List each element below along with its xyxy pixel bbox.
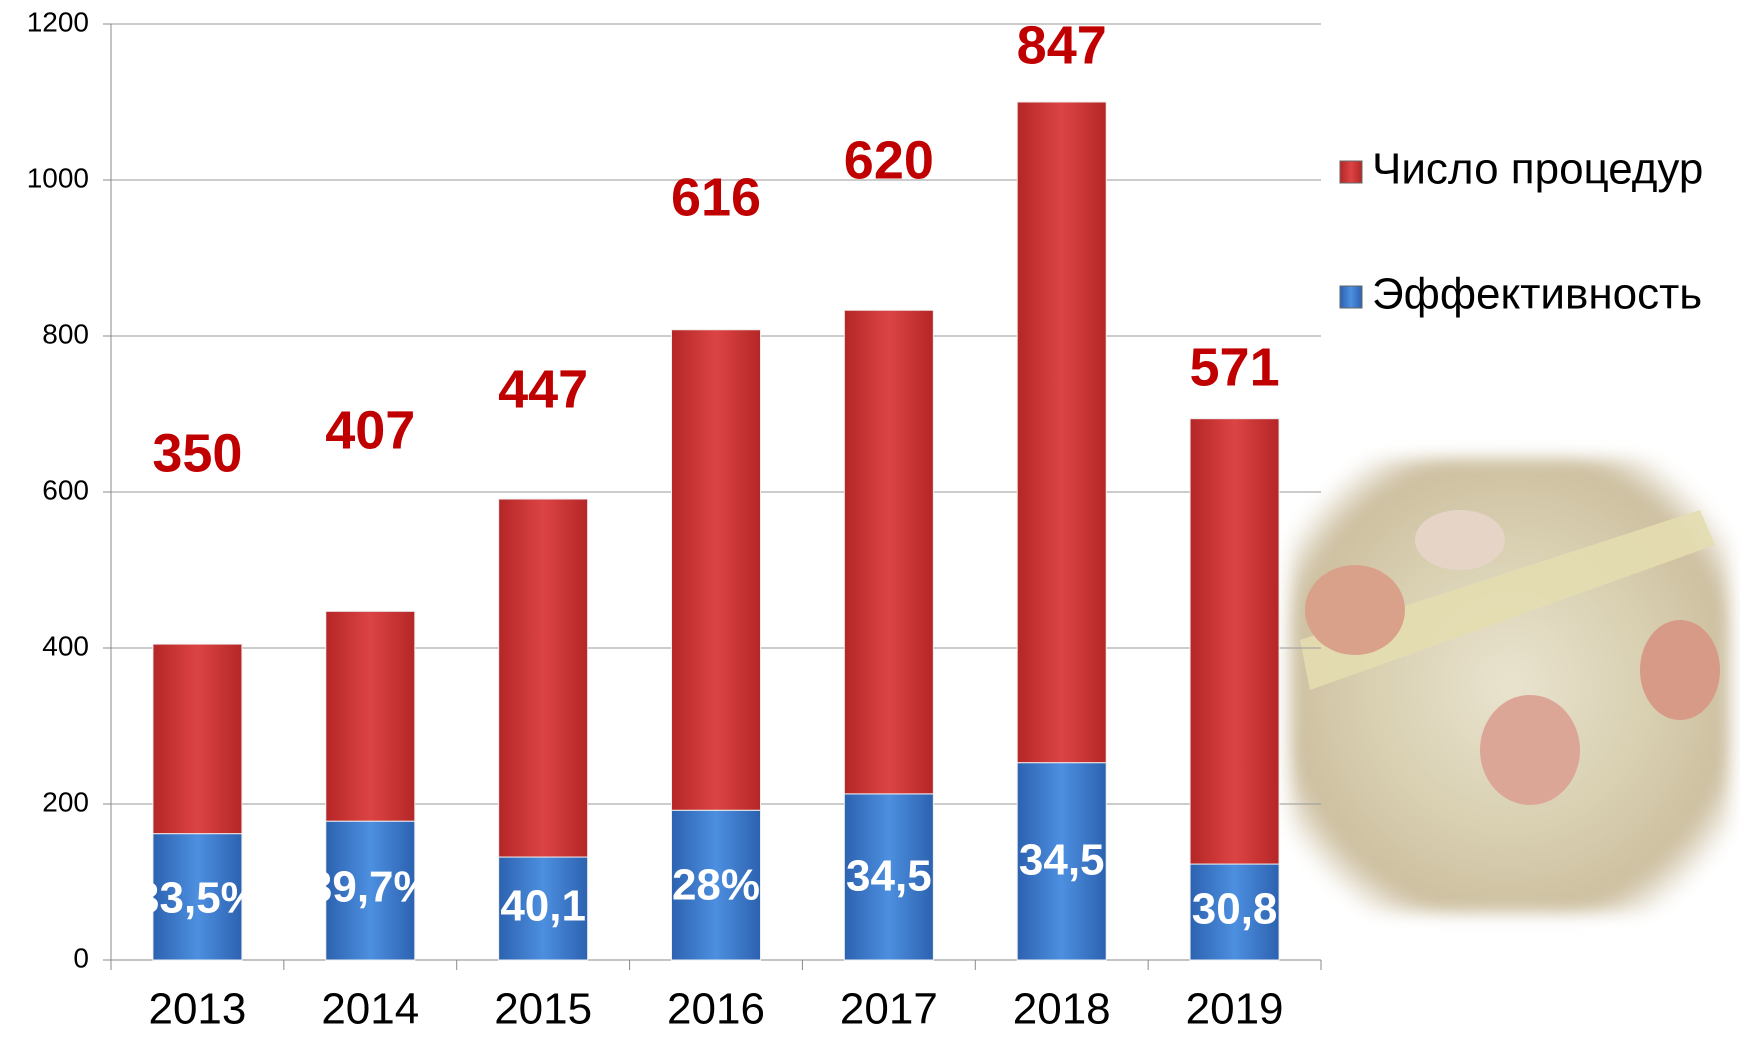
y-tick-label: 600 — [42, 474, 89, 505]
bar-segment — [1190, 419, 1279, 864]
data-label: 33,5% — [135, 874, 260, 923]
bar-segment — [844, 310, 933, 794]
photo — [1290, 458, 1730, 913]
data-label: 28% — [672, 861, 760, 910]
x-tick-label: 2018 — [1013, 985, 1111, 1034]
bar-segment — [672, 330, 761, 810]
legend-label: Число процедур — [1372, 145, 1703, 194]
x-tick-label: 2017 — [840, 985, 938, 1034]
data-label: 39,7% — [308, 863, 433, 912]
chart: 0 200 400 600 800 1000 1200 2013 33,5% 350 2014 39,… — [0, 0, 1740, 1040]
data-label: 447 — [498, 359, 588, 419]
x-tick-label: 2014 — [321, 985, 419, 1034]
x-tick-label: 2016 — [667, 985, 765, 1034]
bar-segment — [326, 611, 415, 821]
bar-segment — [499, 499, 588, 857]
data-label: 34,5 — [846, 852, 932, 901]
data-label: 350 — [152, 423, 242, 483]
x-tick-label: 2015 — [494, 985, 592, 1034]
bar-segment — [153, 644, 242, 834]
bar-segment — [1017, 102, 1106, 763]
y-tick-label: 400 — [42, 630, 89, 661]
data-label: 616 — [671, 167, 761, 227]
x-tick-label: 2019 — [1186, 985, 1284, 1034]
y-tick-label: 1200 — [27, 6, 89, 37]
data-label: 571 — [1190, 337, 1280, 397]
y-tick-label: 200 — [42, 786, 89, 817]
data-label: 30,8 — [1192, 885, 1278, 934]
data-label: 407 — [325, 400, 415, 460]
legend-label: Эффективность — [1372, 270, 1702, 319]
data-label: 620 — [844, 130, 934, 190]
x-tick-label: 2013 — [148, 985, 246, 1034]
legend-swatch — [1340, 161, 1362, 183]
y-tick-label: 1000 — [27, 162, 89, 193]
y-tick-label: 800 — [42, 318, 89, 349]
data-label: 34,5 — [1019, 836, 1105, 885]
data-label: 40,1 — [500, 882, 586, 931]
legend-swatch — [1340, 286, 1362, 308]
data-label: 847 — [1017, 15, 1107, 75]
y-tick-label: 0 — [73, 942, 89, 973]
